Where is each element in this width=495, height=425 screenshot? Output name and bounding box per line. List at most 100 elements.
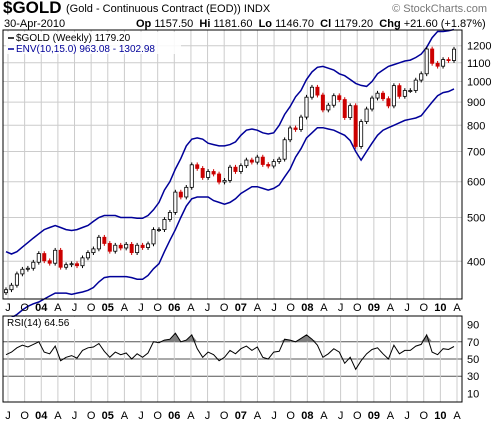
rsi-y-tick: 90 — [467, 320, 479, 332]
price-candle-body — [75, 263, 80, 267]
price-x-tick: 10 — [434, 302, 446, 314]
price-y-tick: 500 — [467, 212, 485, 224]
price-candle-body — [299, 116, 304, 130]
price-y-tick: 400 — [467, 256, 485, 268]
price-x-tick: 07 — [235, 302, 247, 314]
price-candle-body — [91, 248, 96, 254]
price-candle-body — [271, 161, 276, 167]
rsi-title-background — [5, 317, 77, 329]
price-x-tick: J — [72, 302, 78, 314]
price-candle-body — [293, 127, 298, 130]
rsi-x-tick: 04 — [35, 410, 48, 422]
price-candle-body — [58, 249, 63, 268]
price-candle-body — [162, 219, 167, 231]
change-label: Chg — [379, 18, 401, 30]
open-label: Op — [136, 18, 152, 30]
rsi-x-tick: A — [54, 410, 62, 422]
price-x-tick: O — [286, 302, 295, 314]
rsi-x-tick: J — [271, 410, 277, 422]
price-candle-body — [135, 244, 140, 254]
close-label: Cl — [320, 18, 332, 30]
watermark: © StockCharts.com — [392, 3, 487, 15]
legend-gold: $GOLD (Weekly) 1179.20 — [16, 33, 131, 44]
price-candle-body — [9, 284, 14, 291]
price-candle-body — [47, 260, 52, 264]
price-x-tick: 04 — [35, 302, 48, 314]
price-candle-body — [189, 164, 194, 188]
price-x-tick: O — [153, 302, 162, 314]
price-candle-body — [266, 164, 271, 167]
price-x-tick: A — [320, 302, 328, 314]
price-series — [4, 28, 456, 319]
legend-envelope: ENV(10,15.0) 963.08 - 1302.98 — [16, 44, 155, 55]
price-candle-body — [124, 243, 129, 249]
rsi-x-tick: J — [338, 410, 344, 422]
rsi-x-tick: A — [121, 410, 129, 422]
price-candle-body — [260, 156, 265, 165]
price-x-tick: 08 — [301, 302, 313, 314]
price-candle-body — [184, 186, 189, 198]
price-x-tick: J — [138, 302, 144, 314]
price-x-tick: O — [419, 302, 428, 314]
price-x-tick: J — [338, 302, 344, 314]
price-y-tick: 900 — [467, 97, 485, 109]
price-y-tick: 700 — [467, 146, 485, 158]
price-candle-body — [419, 73, 424, 81]
rsi-x-tick: A — [254, 410, 262, 422]
price-candle-body — [331, 95, 336, 106]
rsi-y-tick: 10 — [467, 388, 479, 400]
price-candle-body — [20, 268, 25, 275]
price-y-tick: 1000 — [467, 76, 491, 88]
rsi-x-tick: 09 — [368, 410, 380, 422]
rsi-overbought-fill — [6, 333, 454, 342]
price-candle-body — [118, 244, 123, 249]
price-x-tick: A — [387, 302, 395, 314]
price-candle-body — [391, 85, 396, 107]
price-candle-body — [107, 243, 112, 252]
high-value: 1181.60 — [213, 18, 253, 30]
price-candle-body — [337, 95, 342, 100]
price-x-tick: J — [5, 302, 11, 314]
chart-symbol: $GOLD — [3, 0, 62, 17]
rsi-x-ticks: J O 04 A J O 05 A J O 06 A J O 07 A J O 08 A J O 09 A J O 10 A — [5, 410, 461, 422]
change-value: +21.60 (+1.87%) — [403, 18, 486, 30]
price-x-tick: A — [54, 302, 62, 314]
price-x-tick: O — [220, 302, 229, 314]
envelope-upper-line — [5, 28, 455, 255]
price-x-tick: O — [20, 302, 29, 314]
rsi-x-tick: 07 — [235, 410, 247, 422]
legend: $GOLD (Weekly) 1179.20 ENV(10,15.0) 963.… — [6, 32, 181, 55]
rsi-x-tick: O — [153, 410, 162, 422]
price-candle-body — [4, 289, 9, 294]
price-candle-body — [80, 257, 85, 267]
price-candle-body — [211, 171, 216, 175]
price-y-ticks: 400 500 600 700 800 900 1000 1100 1200 — [467, 41, 491, 269]
price-candle-body — [375, 92, 380, 99]
quote-line: Op 1157.50 Hi 1181.60 Lo 1146.70 Cl 1179… — [136, 18, 486, 30]
rsi-x-tick: J — [205, 410, 211, 422]
price-candle-body — [233, 166, 238, 172]
rsi-line — [5, 332, 455, 371]
price-candle-body — [96, 236, 101, 250]
rsi-x-tick: O — [87, 410, 96, 422]
rsi-x-tick: 05 — [102, 410, 114, 422]
legend-background — [6, 32, 181, 54]
price-x-tick: A — [121, 302, 129, 314]
price-x-tick: J — [271, 302, 277, 314]
price-candle-body — [446, 59, 451, 61]
price-candle-body — [386, 98, 391, 107]
rsi-grid — [3, 316, 462, 402]
price-candle-body — [255, 156, 260, 163]
price-candle-body — [140, 244, 145, 248]
price-candle-body — [413, 79, 418, 91]
price-candle-body — [222, 179, 227, 183]
price-candle-body — [129, 243, 134, 254]
rsi-x-tick: O — [20, 410, 29, 422]
price-x-tick: A — [254, 302, 262, 314]
price-candle-body — [348, 105, 353, 118]
price-candle-body — [173, 191, 178, 213]
price-candle-body — [244, 159, 249, 167]
rsi-x-tick: J — [138, 410, 144, 422]
rsi-x-tick: O — [220, 410, 229, 422]
rsi-series — [5, 332, 455, 371]
